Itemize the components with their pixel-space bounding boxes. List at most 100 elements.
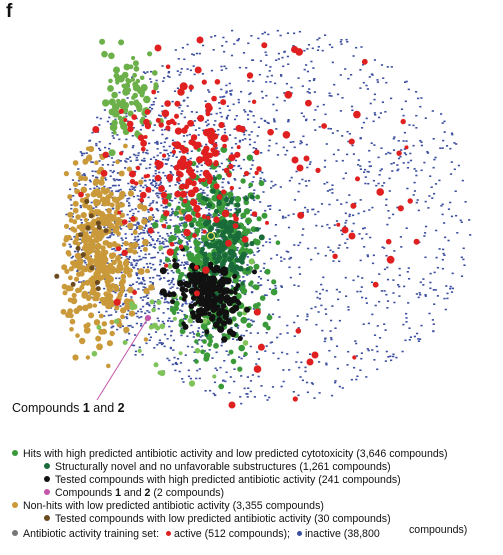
inactive-point: [204, 121, 207, 123]
inactive-point: [301, 178, 304, 181]
inactive-point: [369, 102, 372, 105]
inactive-point: [297, 327, 300, 329]
nonhit-point: [98, 179, 105, 186]
inactive-point: [181, 261, 184, 264]
inactive-point: [431, 110, 434, 112]
nonhit-point: [115, 216, 121, 223]
inactive-point: [229, 92, 232, 95]
inactive-point: [433, 158, 436, 161]
inactive-point: [324, 113, 327, 116]
novel-point: [205, 218, 212, 225]
hit-point: [108, 149, 116, 157]
inactive-point: [142, 232, 145, 234]
inactive-point: [432, 138, 435, 140]
inactive-point: [164, 205, 168, 208]
inactive-point: [201, 334, 204, 337]
nonhit-point: [61, 242, 67, 247]
inactive-point: [281, 56, 284, 59]
inactive-point: [269, 205, 272, 207]
inactive-point: [355, 378, 358, 381]
inactive-point: [310, 382, 313, 384]
inactive-point: [376, 79, 379, 81]
inactive-point: [152, 101, 155, 103]
hit-point: [115, 80, 120, 85]
inactive-point: [104, 146, 107, 149]
inactive-point: [360, 352, 363, 354]
nonhit-point: [80, 281, 86, 287]
inactive-point: [412, 194, 415, 196]
inactive-point: [438, 248, 441, 250]
hit-point: [159, 218, 164, 223]
inactive-point: [290, 86, 293, 89]
inactive-point: [193, 73, 196, 76]
inactive-point: [120, 244, 124, 247]
inactive-point: [168, 185, 171, 187]
inactive-point: [344, 68, 347, 70]
inactive-point: [363, 171, 366, 173]
hit-point: [133, 65, 140, 72]
inactive-point: [309, 353, 312, 355]
hit-point: [243, 208, 251, 215]
inactive-point: [287, 226, 291, 229]
series-active: [78, 36, 420, 409]
inactive-point: [211, 143, 214, 145]
inactive-point: [323, 183, 326, 185]
inactive-point: [386, 223, 389, 226]
inactive-point: [335, 288, 338, 291]
inactive-point: [442, 139, 445, 142]
novel-point: [216, 200, 222, 206]
inactive-point: [184, 354, 187, 356]
inactive-point: [128, 220, 131, 223]
inactive-point: [335, 345, 339, 347]
inactive-point: [132, 153, 136, 156]
inactive-point: [371, 313, 374, 316]
inactive-point: [226, 105, 229, 107]
inactive-point: [133, 267, 136, 269]
novel-point: [239, 259, 245, 265]
inactive-point: [177, 312, 180, 314]
inactive-point: [157, 196, 160, 199]
inactive-point: [325, 143, 328, 145]
inactive-point: [249, 209, 252, 211]
inactive-point: [216, 226, 219, 229]
inactive-point: [208, 208, 211, 211]
inactive-point: [409, 152, 412, 155]
inactive-point: [451, 287, 454, 290]
nonhit-point: [102, 297, 109, 304]
inactive-point: [316, 296, 319, 299]
nonhit-point: [72, 354, 79, 361]
inactive-point: [164, 219, 167, 222]
inactive-point: [293, 146, 296, 149]
legend-item-tested-low: Tested compounds with low predicted anti…: [44, 513, 391, 525]
nonhit-point: [127, 286, 134, 294]
novel-point: [235, 202, 241, 208]
inactive-point: [143, 157, 146, 160]
nonhit-point: [86, 236, 92, 243]
hit-point: [151, 307, 156, 313]
tested-low-point: [85, 225, 91, 231]
hit-point: [191, 217, 197, 223]
active-point: [282, 131, 291, 139]
inactive-point: [144, 257, 147, 259]
active-point: [154, 44, 162, 52]
inactive-point: [175, 208, 178, 211]
inactive-point: [277, 299, 280, 301]
novel-point: [202, 257, 209, 264]
tested-high-point: [208, 261, 214, 267]
inactive-point: [103, 185, 106, 188]
inactive-point: [225, 158, 229, 161]
inactive-point: [110, 228, 114, 231]
inactive-point: [261, 171, 264, 174]
inactive-point: [282, 146, 285, 149]
inactive-point: [331, 61, 334, 64]
inactive-point: [393, 136, 396, 138]
inactive-point: [242, 131, 245, 134]
hit-point: [231, 316, 237, 322]
inactive-point: [413, 190, 416, 192]
inactive-point: [386, 300, 390, 302]
inactive-point: [138, 247, 141, 250]
active-point: [214, 79, 221, 85]
inactive-point: [207, 89, 210, 91]
nonhit-point: [118, 170, 125, 177]
inactive-point: [205, 206, 208, 209]
